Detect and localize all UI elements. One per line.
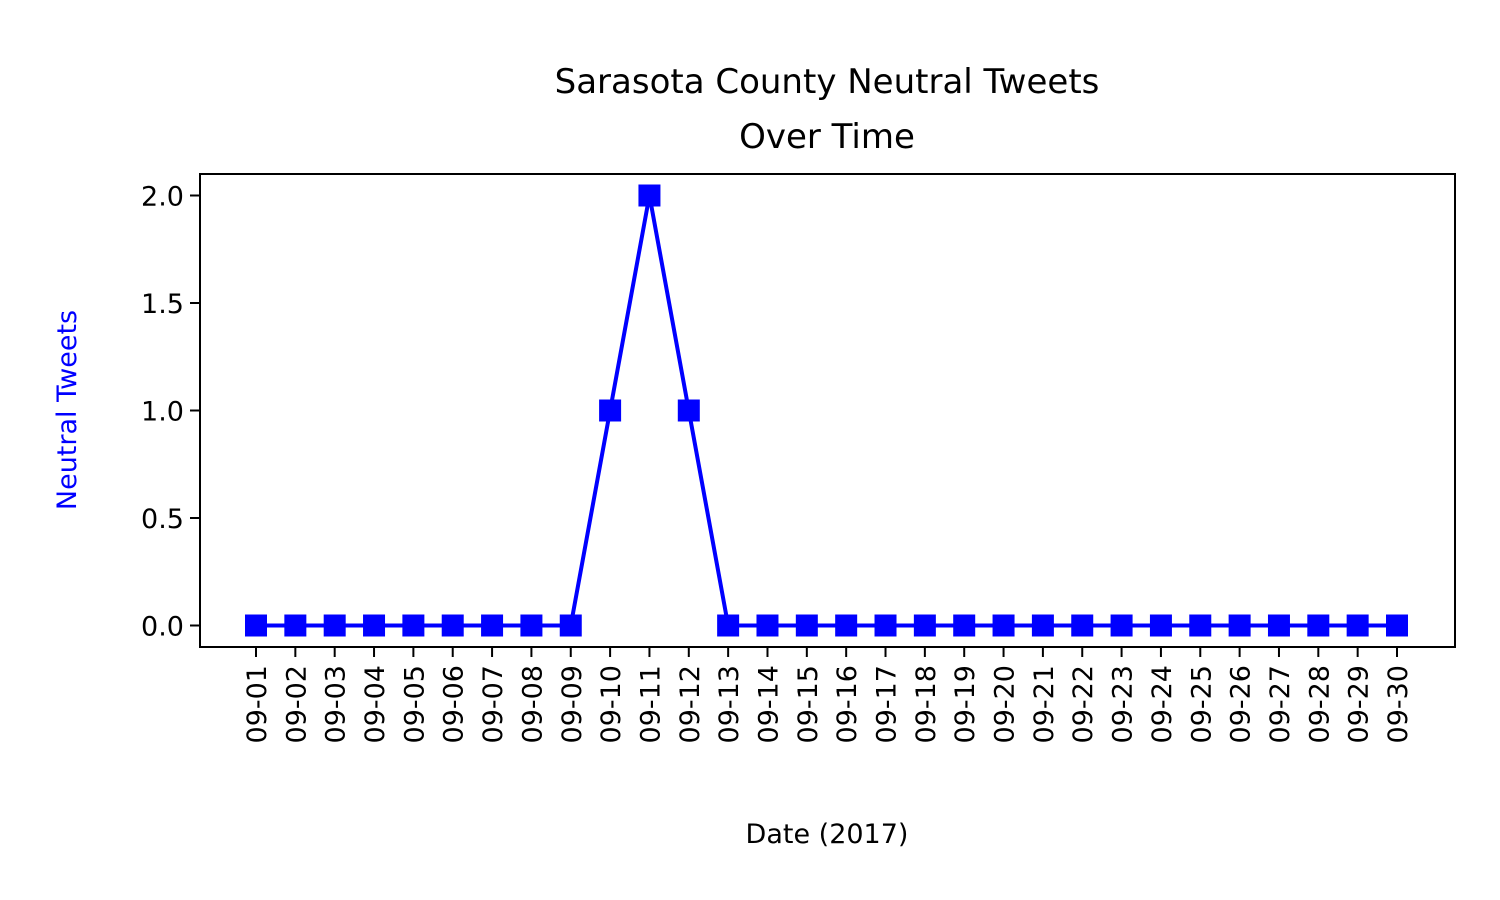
- data-point: [1386, 614, 1408, 637]
- x-tick-label: 09-12: [675, 665, 706, 743]
- data-point: [599, 399, 622, 422]
- data-point: [1071, 614, 1094, 637]
- x-axis-label: Date (2017): [746, 819, 909, 850]
- x-tick-label: 09-14: [753, 665, 784, 743]
- series-line: [256, 195, 1397, 628]
- y-axis: 0.0 0.5 1.0 1.5 2.0: [141, 182, 200, 643]
- x-tick-label: 09-19: [950, 665, 981, 743]
- y-tick-label: 0.0: [141, 612, 184, 643]
- x-tick-label: 09-28: [1304, 665, 1335, 743]
- data-point: [638, 184, 661, 207]
- x-tick-label: 09-07: [478, 665, 509, 743]
- y-tick-label: 1.0: [141, 397, 184, 428]
- data-point: [953, 614, 976, 637]
- data-point: [1031, 614, 1054, 637]
- y-tick-label: 1.5: [141, 289, 184, 320]
- data-point: [677, 399, 700, 422]
- x-tick-label: 09-27: [1265, 665, 1296, 743]
- x-tick-label: 09-05: [399, 665, 430, 743]
- data-point: [284, 614, 307, 637]
- x-tick-label: 09-29: [1344, 665, 1375, 743]
- y-axis-label: Neutral Tweets: [52, 310, 83, 510]
- x-tick-label: 09-24: [1147, 665, 1178, 743]
- x-tick-label: 09-16: [832, 665, 863, 743]
- x-tick-label: 09-18: [911, 665, 942, 743]
- data-point: [441, 614, 464, 637]
- data-point: [245, 614, 267, 637]
- x-tick-label: 09-21: [1029, 665, 1060, 743]
- series-group: [245, 184, 1408, 637]
- x-tick-label: 09-30: [1383, 665, 1414, 743]
- data-point: [756, 614, 779, 637]
- data-point: [874, 614, 897, 637]
- x-tick-label: 09-25: [1186, 665, 1217, 743]
- data-point: [992, 614, 1015, 637]
- x-tick-label: 09-23: [1108, 665, 1139, 743]
- data-point: [717, 614, 740, 637]
- chart-title-line-1: Sarasota County Neutral Tweets: [555, 62, 1100, 102]
- data-point: [559, 614, 582, 637]
- data-point: [1346, 614, 1369, 637]
- data-point: [363, 614, 386, 637]
- data-point: [1307, 614, 1330, 637]
- y-tick-label: 2.0: [141, 182, 184, 213]
- y-tick-label: 0.5: [141, 504, 184, 535]
- data-point: [913, 614, 936, 637]
- data-point: [795, 614, 818, 637]
- x-tick-label: 09-06: [439, 665, 470, 743]
- x-tick-label: 09-17: [872, 665, 903, 743]
- data-point: [1228, 614, 1251, 637]
- data-point: [481, 614, 504, 637]
- data-point: [1189, 614, 1212, 637]
- data-point: [1267, 614, 1290, 637]
- data-point: [402, 614, 425, 637]
- x-tick-label: 09-10: [596, 665, 627, 743]
- x-tick-label: 09-11: [635, 665, 666, 743]
- x-tick-label: 09-04: [360, 665, 391, 743]
- x-tick-label: 09-01: [242, 665, 273, 743]
- x-tick-label: 09-26: [1226, 665, 1257, 743]
- x-tick-label: 09-03: [321, 665, 352, 743]
- data-point: [835, 614, 858, 637]
- x-tick-label: 09-15: [793, 665, 824, 743]
- chart-title-line-2: Over Time: [739, 117, 915, 157]
- x-tick-label: 09-08: [517, 665, 548, 743]
- x-tick-label: 09-09: [557, 665, 588, 743]
- x-tick-label: 09-22: [1068, 665, 1099, 743]
- data-point: [520, 614, 543, 637]
- x-tick-label: 09-13: [714, 665, 745, 743]
- x-tick-label: 09-20: [990, 665, 1021, 743]
- plot-frame: [199, 173, 1456, 648]
- data-point: [1110, 614, 1133, 637]
- data-point: [323, 614, 346, 637]
- x-axis: 09-01 09-02 09-03 09-04 09-05 09-06 09-07 09-08…: [242, 647, 1414, 743]
- x-tick-label: 09-02: [281, 665, 312, 743]
- data-point: [1149, 614, 1172, 637]
